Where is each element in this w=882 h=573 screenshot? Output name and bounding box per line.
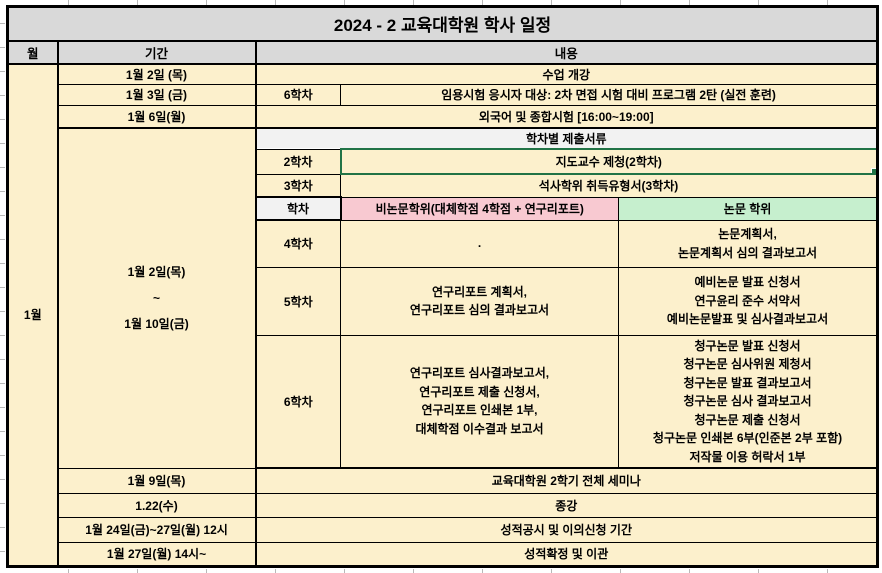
content-cell[interactable]: 임용시험 응시자 대상: 2차 면접 시험 대비 프로그램 2탄 (실전 훈련)	[339, 83, 879, 106]
content-cell[interactable]: 성적확정 및 이관	[254, 541, 879, 567]
selected-cell-text: 지도교수 제청(2학차)	[555, 155, 662, 169]
gridline-ticks-bottom	[0, 569, 882, 573]
gridline-ticks-left	[0, 0, 5, 573]
selection-fill-handle[interactable]	[871, 168, 876, 172]
thesis-cell[interactable]: 논문계획서, 논문계획서 심의 결과보고서	[617, 219, 879, 268]
schedule-table: 2024 - 2 교육대학원 학사 일정 월 기간 내용 1월 1월 2일 (목…	[6, 5, 880, 568]
period-cell[interactable]: 1월 24일(금)~27일(월) 12시	[57, 516, 257, 543]
col-header-period[interactable]: 기간	[57, 40, 257, 65]
col-header-month[interactable]: 월	[7, 40, 59, 65]
degree-header-non-thesis[interactable]: 비논문학위(대체학점 4학점 + 연구리포트)	[340, 196, 619, 221]
content-cell[interactable]: 성적공시 및 이의신청 기간	[254, 516, 879, 543]
content-cell[interactable]: 외국어 및 종합시험 [16:00~19:00]	[254, 104, 879, 129]
period-cell[interactable]: 1월 9일(목)	[57, 467, 257, 494]
period-merged-cell[interactable]: 1월 2일(목) ~ 1월 10일(금)	[57, 127, 257, 469]
page-title[interactable]: 2024 - 2 교육대학원 학사 일정	[6, 6, 879, 42]
semester-cell[interactable]: 5학차	[255, 266, 341, 336]
selected-cell[interactable]: 지도교수 제청(2학차)	[339, 148, 879, 175]
period-cell[interactable]: 1월 2일 (목)	[57, 63, 257, 85]
period-cell[interactable]: 1월 6일(월)	[57, 104, 257, 129]
col-header-content[interactable]: 내용	[254, 40, 879, 65]
content-cell[interactable]: 종강	[254, 492, 879, 518]
month-cell[interactable]: 1월	[7, 63, 59, 567]
thesis-cell[interactable]: 예비논문 발표 신청서 연구윤리 준수 서약서 예비논문발표 및 심사결과보고서	[617, 266, 879, 336]
semester-cell[interactable]: 3학차	[255, 173, 341, 198]
gridline-ticks-top	[0, 0, 882, 5]
semester-cell[interactable]: 4학차	[255, 219, 341, 268]
period-cell[interactable]: 1월 27일(월) 14시~	[57, 541, 257, 567]
semester-cell[interactable]: 6학차	[255, 83, 341, 106]
period-cell[interactable]: 1.22(수)	[57, 492, 257, 518]
semester-cell[interactable]: 2학차	[255, 148, 341, 175]
semester-cell[interactable]: 6학차	[255, 334, 341, 469]
thesis-cell[interactable]: 청구논문 발표 신청서 청구논문 심사위원 제청서 청구논문 발표 결과보고서 …	[617, 334, 879, 469]
section-header-cell[interactable]: 학차별 제출서류	[254, 127, 879, 150]
degree-header-semester[interactable]: 학차	[254, 196, 342, 221]
non-thesis-cell[interactable]: .	[340, 219, 619, 268]
period-cell[interactable]: 1월 3일 (금)	[57, 83, 257, 106]
non-thesis-cell[interactable]: 연구리포트 심사결과보고서, 연구리포트 제출 신청서, 연구리포트 인쇄본 1…	[340, 334, 619, 469]
non-thesis-cell[interactable]: 연구리포트 계획서, 연구리포트 심의 결과보고서	[340, 266, 619, 336]
content-cell[interactable]: 교육대학원 2학기 전체 세미나	[254, 467, 879, 494]
content-cell[interactable]: 수업 개강	[254, 63, 879, 85]
content-cell[interactable]: 석사학위 취득유형서(3학차)	[339, 173, 879, 198]
degree-header-thesis[interactable]: 논문 학위	[617, 196, 879, 221]
